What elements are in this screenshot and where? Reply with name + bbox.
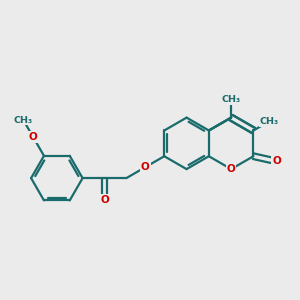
Text: O: O	[29, 132, 38, 142]
Text: CH₃: CH₃	[260, 117, 279, 126]
Text: O: O	[100, 195, 109, 205]
Text: O: O	[272, 156, 281, 167]
Text: CH₃: CH₃	[222, 95, 241, 104]
Text: O: O	[141, 162, 150, 172]
Text: O: O	[227, 164, 236, 174]
Text: CH₃: CH₃	[14, 116, 33, 124]
